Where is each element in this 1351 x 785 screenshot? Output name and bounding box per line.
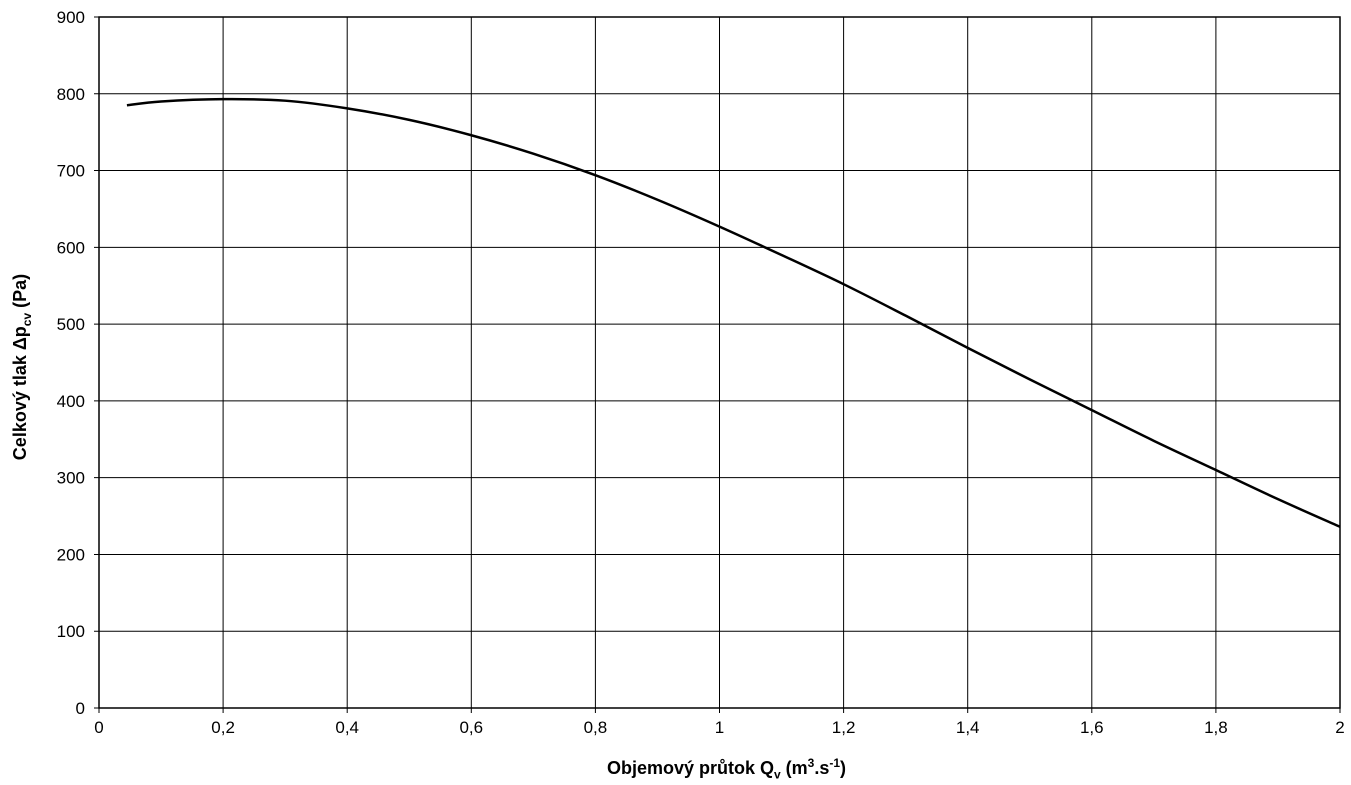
y-label-unit: (Pa) <box>10 273 31 313</box>
y-tick-label: 700 <box>57 162 85 181</box>
x-tick-label: 0,6 <box>459 718 483 737</box>
y-tick-label: 600 <box>57 238 85 257</box>
x-tick-label: 0,4 <box>335 718 359 737</box>
plot-frame <box>98 16 1341 709</box>
x-tick-label: 1 <box>715 718 724 737</box>
x-tick-label: 1,6 <box>1080 718 1104 737</box>
x-tick-label: 0,2 <box>211 718 235 737</box>
y-tick-label: 400 <box>57 392 85 411</box>
y-tick-label: 800 <box>57 85 85 104</box>
series-line <box>126 97 1341 528</box>
y-tick-label: 300 <box>57 469 85 488</box>
y-tick-label: 0 <box>76 699 85 718</box>
tick-labels: 0 0,2 0,4 0,6 0,8 1 1,2 1,4 1,6 1,8 2 0 100 200 300 400… <box>57 8 1345 737</box>
y-tick-label: 200 <box>57 545 85 564</box>
x-tick-label: 1,8 <box>1204 718 1228 737</box>
x-tick-label: 0,8 <box>584 718 608 737</box>
x-label-unit: ) <box>840 758 847 778</box>
y-axis-label: Celkový tlak Δpcv (Pa) <box>10 274 34 460</box>
x-label-sup: 3 <box>807 756 815 770</box>
x-label-sub: v <box>773 767 781 782</box>
x-label-unit: (m <box>780 758 808 778</box>
x-axis-label: Objemový průtok Qv (m3.s-1) <box>0 756 1351 782</box>
x-tick-label: 0 <box>94 718 103 737</box>
y-tick-label: 100 <box>57 622 85 641</box>
y-label-sub: cv <box>19 312 34 327</box>
grid <box>94 16 1341 713</box>
x-label-unit: .s <box>814 758 830 778</box>
x-tick-label: 2 <box>1335 718 1344 737</box>
y-tick-label: 500 <box>57 315 85 334</box>
y-label-main: Celkový tlak Δp <box>10 326 31 461</box>
y-tick-label: 900 <box>57 8 85 27</box>
x-label-sup: -1 <box>829 756 841 770</box>
x-label-main: Objemový průtok Q <box>606 758 774 778</box>
x-tick-label: 1,2 <box>832 718 856 737</box>
x-tick-label: 1,4 <box>956 718 980 737</box>
